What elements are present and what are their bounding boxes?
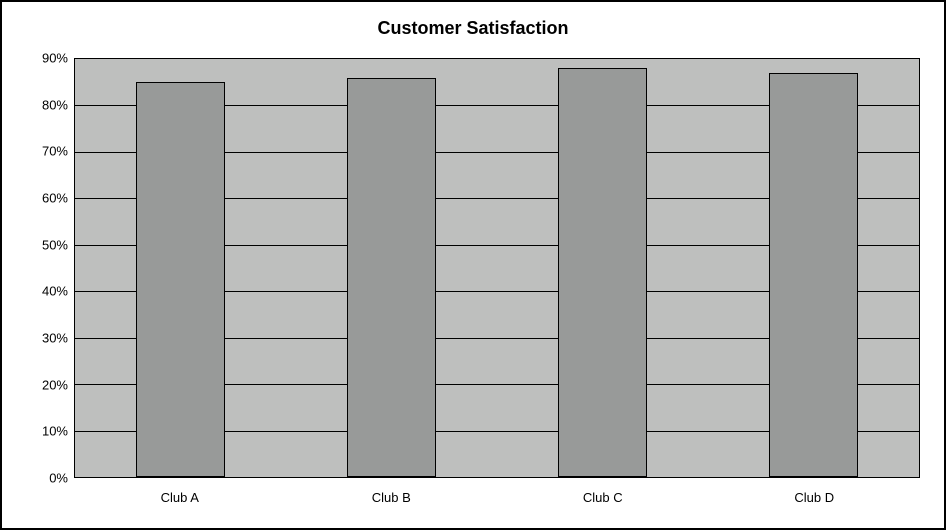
y-tick-label: 90%	[28, 51, 68, 66]
y-tick-label: 20%	[28, 377, 68, 392]
bar	[769, 73, 858, 477]
chart-title: Customer Satisfaction	[2, 18, 944, 39]
y-tick-label: 70%	[28, 144, 68, 159]
y-tick-label: 0%	[28, 471, 68, 486]
chart-container: Customer Satisfaction 0%10%20%30%40%50%6…	[0, 0, 946, 530]
y-tick-label: 40%	[28, 284, 68, 299]
y-tick-label: 50%	[28, 237, 68, 252]
x-tick-label: Club D	[794, 490, 834, 505]
x-tick-label: Club C	[583, 490, 623, 505]
y-tick-label: 60%	[28, 190, 68, 205]
x-tick-label: Club B	[372, 490, 411, 505]
x-tick-label: Club A	[161, 490, 199, 505]
y-tick-label: 30%	[28, 330, 68, 345]
bar	[347, 78, 436, 477]
plot-wrapper: 0%10%20%30%40%50%60%70%80%90% Club AClub…	[74, 58, 920, 478]
bar	[136, 82, 225, 477]
y-tick-label: 80%	[28, 97, 68, 112]
bar	[558, 68, 647, 477]
plot-area	[74, 58, 920, 478]
y-tick-label: 10%	[28, 424, 68, 439]
